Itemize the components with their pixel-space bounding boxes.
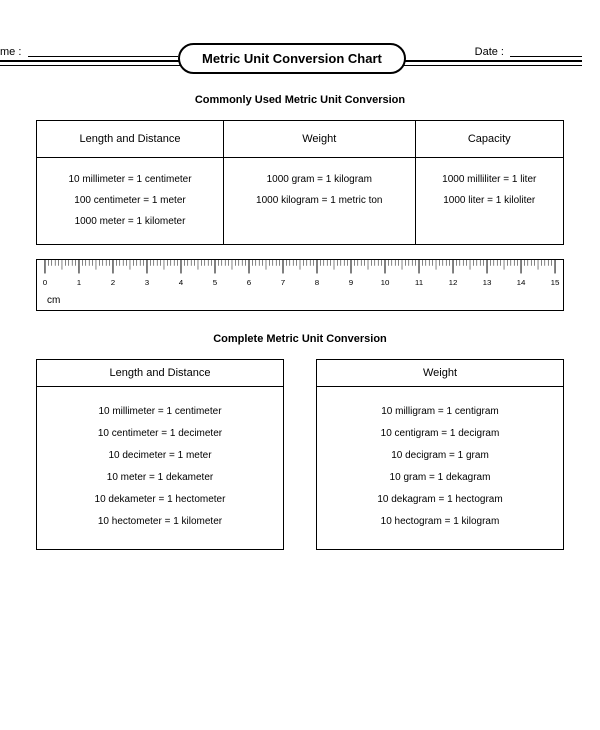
conv-line: 1000 gram = 1 kilogram bbox=[232, 171, 406, 189]
cell-length: 10 millimeter = 1 centimeter 100 centime… bbox=[37, 158, 224, 245]
svg-text:1: 1 bbox=[77, 278, 81, 287]
conv-line: 1000 liter = 1 kiloliter bbox=[424, 192, 555, 210]
svg-text:8: 8 bbox=[315, 278, 320, 287]
common-table-wrap: Length and Distance Weight Capacity 10 m… bbox=[36, 120, 564, 245]
svg-text:12: 12 bbox=[449, 278, 458, 287]
date-underline bbox=[510, 56, 582, 57]
col-header-length: Length and Distance bbox=[37, 121, 224, 158]
page-title: Metric Unit Conversion Chart bbox=[178, 43, 406, 74]
conv-line: 10 decimeter = 1 meter bbox=[37, 449, 283, 463]
conv-line: 10 milligram = 1 centigram bbox=[317, 405, 563, 419]
conv-line: 100 centimeter = 1 meter bbox=[45, 192, 215, 210]
conv-line: 10 millimeter = 1 centimeter bbox=[37, 405, 283, 419]
right-col-header: Weight bbox=[316, 359, 564, 387]
conv-line: 10 centigram = 1 decigram bbox=[317, 427, 563, 441]
date-label: Date : bbox=[475, 46, 504, 58]
right-column: Weight 10 milligram = 1 centigram 10 cen… bbox=[316, 359, 564, 550]
cell-capacity: 1000 milliliter = 1 liter 1000 liter = 1… bbox=[415, 158, 563, 245]
ruler-wrap: 0123456789101112131415 cm bbox=[36, 259, 564, 311]
svg-text:11: 11 bbox=[415, 278, 423, 287]
conv-line: 10 dekameter = 1 hectometer bbox=[37, 493, 283, 507]
left-col-header: Length and Distance bbox=[36, 359, 284, 387]
svg-text:0: 0 bbox=[43, 278, 48, 287]
svg-text:3: 3 bbox=[145, 278, 150, 287]
page: me : Date : Metric Unit Conversion Chart… bbox=[0, 0, 600, 550]
col-header-weight: Weight bbox=[224, 121, 415, 158]
svg-text:4: 4 bbox=[179, 278, 184, 287]
complete-wrap: Length and Distance 10 millimeter = 1 ce… bbox=[36, 359, 564, 550]
conv-line: 1000 meter = 1 kilometer bbox=[45, 213, 215, 231]
svg-text:6: 6 bbox=[247, 278, 252, 287]
header-row: me : Date : Metric Unit Conversion Chart bbox=[0, 38, 582, 80]
name-underline bbox=[28, 56, 178, 57]
section2-title: Complete Metric Unit Conversion bbox=[0, 333, 600, 345]
col-header-capacity: Capacity bbox=[415, 121, 563, 158]
svg-text:14: 14 bbox=[517, 278, 527, 287]
conv-line: 10 decigram = 1 gram bbox=[317, 449, 563, 463]
svg-text:7: 7 bbox=[281, 278, 285, 287]
ruler: 0123456789101112131415 cm bbox=[36, 259, 564, 311]
conv-line: 10 hectometer = 1 kilometer bbox=[37, 515, 283, 529]
svg-text:10: 10 bbox=[381, 278, 391, 287]
svg-text:2: 2 bbox=[111, 278, 115, 287]
conv-line: 1000 milliliter = 1 liter bbox=[424, 171, 555, 189]
left-col-body: 10 millimeter = 1 centimeter 10 centimet… bbox=[36, 387, 284, 550]
conv-line: 10 millimeter = 1 centimeter bbox=[45, 171, 215, 189]
left-column: Length and Distance 10 millimeter = 1 ce… bbox=[36, 359, 284, 550]
conv-line: 10 dekagram = 1 hectogram bbox=[317, 493, 563, 507]
ruler-unit-label: cm bbox=[47, 295, 60, 306]
section1-title: Commonly Used Metric Unit Conversion bbox=[0, 94, 600, 106]
common-table: Length and Distance Weight Capacity 10 m… bbox=[36, 120, 564, 245]
svg-text:13: 13 bbox=[483, 278, 493, 287]
ruler-svg: 0123456789101112131415 bbox=[37, 260, 563, 310]
svg-text:9: 9 bbox=[349, 278, 353, 287]
conv-line: 10 meter = 1 dekameter bbox=[37, 471, 283, 485]
cell-weight: 1000 gram = 1 kilogram 1000 kilogram = 1… bbox=[224, 158, 415, 245]
right-col-body: 10 milligram = 1 centigram 10 centigram … bbox=[316, 387, 564, 550]
conv-line: 10 gram = 1 dekagram bbox=[317, 471, 563, 485]
svg-text:15: 15 bbox=[551, 278, 561, 287]
name-label: me : bbox=[0, 46, 21, 58]
conv-line: 10 centimeter = 1 decimeter bbox=[37, 427, 283, 441]
conv-line: 1000 kilogram = 1 metric ton bbox=[232, 192, 406, 210]
svg-text:5: 5 bbox=[213, 278, 218, 287]
conv-line: 10 hectogram = 1 kilogram bbox=[317, 515, 563, 529]
